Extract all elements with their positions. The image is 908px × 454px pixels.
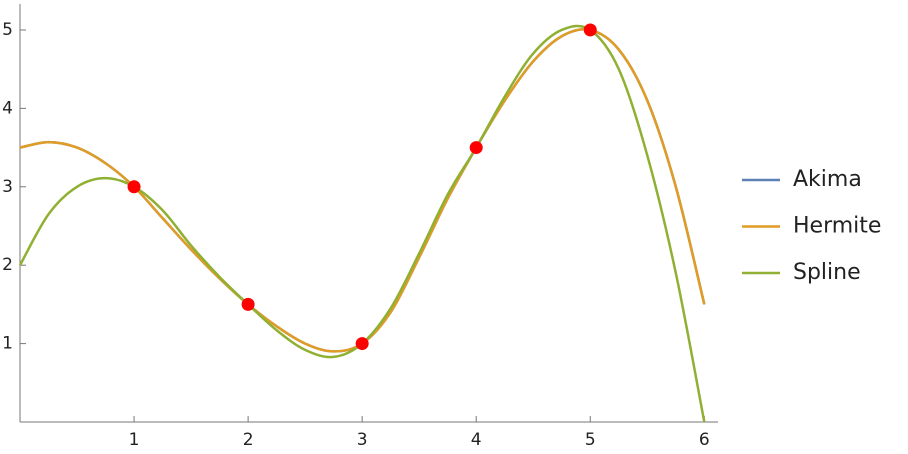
x-tick-label: 2 xyxy=(243,430,254,450)
data-point xyxy=(583,23,597,37)
legend-label: Hermite xyxy=(793,214,881,239)
data-point xyxy=(241,297,255,311)
data-point xyxy=(127,180,141,194)
legend-label: Akima xyxy=(793,167,862,192)
x-tick-label: 6 xyxy=(699,430,710,450)
x-tick-label: 4 xyxy=(471,430,482,450)
y-tick-label: 4 xyxy=(2,98,13,118)
legend-label: Spline xyxy=(793,260,861,285)
data-point xyxy=(469,141,483,155)
x-tick-label: 3 xyxy=(357,430,368,450)
series-line xyxy=(18,24,706,423)
y-tick-label: 3 xyxy=(2,177,13,197)
y-tick-label: 1 xyxy=(2,334,13,354)
y-tick-label: 5 xyxy=(2,20,13,40)
x-tick-label: 5 xyxy=(585,430,596,450)
x-tick-label: 1 xyxy=(129,430,140,450)
series-line xyxy=(19,28,706,353)
series-line xyxy=(19,28,706,353)
data-point xyxy=(355,337,369,351)
y-tick-label: 2 xyxy=(2,255,13,275)
